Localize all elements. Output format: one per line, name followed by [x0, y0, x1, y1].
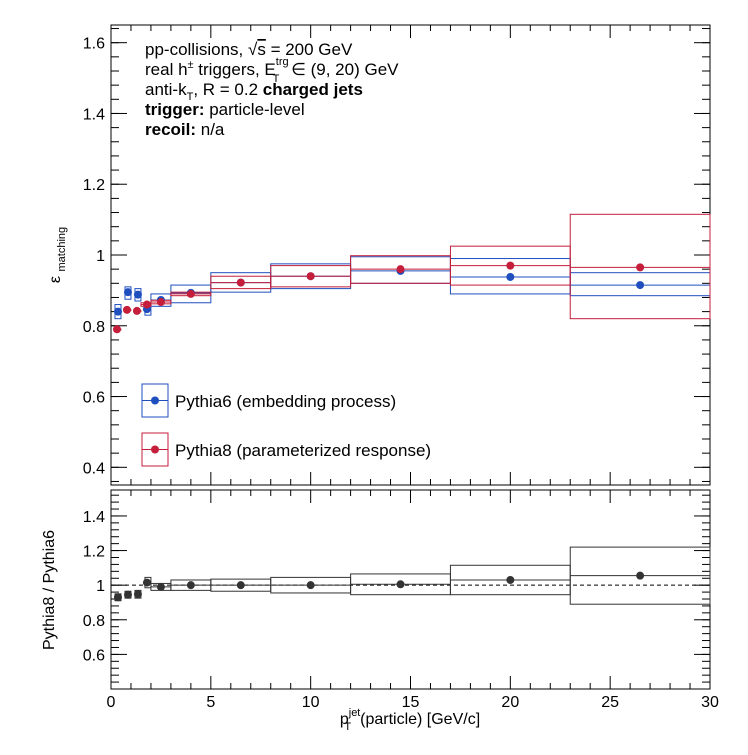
x-axis-label: pjet T (particle) [GeV/c] — [340, 707, 480, 733]
annotation-1-prefix: pp-collisions, — [145, 40, 248, 59]
top-y-tick-label: 1.6 — [83, 36, 105, 53]
annotation-2-middle: triggers, E — [194, 60, 276, 79]
x-label-rest: (particle) [GeV/c] — [360, 711, 480, 728]
bottom-uncertainty-boxes — [114, 546, 711, 605]
annotation-2-sup2: trg — [276, 56, 289, 68]
x-tick-label: 15 — [402, 694, 420, 711]
top-y-tick-label: 0.6 — [83, 390, 105, 407]
annotation-3-sub: T — [187, 91, 194, 103]
annotation-2-suffix: ∈ (9, 20) GeV — [286, 60, 399, 79]
top-series-1-point — [156, 298, 165, 307]
annotation-line-1: pp-collisions, √s = 200 GeV — [145, 40, 353, 59]
x-tick-label: 20 — [501, 694, 519, 711]
bottom-y-tick-label: 0.8 — [83, 613, 105, 630]
bottom-data-points — [113, 571, 645, 602]
annotation-2-sub: T — [273, 73, 280, 85]
bottom-series-0-point — [236, 581, 245, 590]
legend-pythia8-marker — [151, 445, 159, 454]
top-series-0-point — [133, 290, 142, 299]
top-series-1-point — [132, 306, 141, 315]
annotation-3-bold: charged jets — [263, 80, 363, 99]
top-series-1-point — [236, 278, 245, 287]
y-axis-label-sub: matching — [56, 227, 68, 272]
top-x-axis — [110, 25, 711, 485]
legend-pythia6-label: Pythia6 (embedding process) — [175, 392, 396, 411]
top-series-1-point — [396, 265, 405, 274]
top-series-1-point — [506, 261, 515, 270]
top-series-1-point — [186, 289, 195, 298]
annotation-line-2: real h± triggers, Etrg T ∈ (9, 20) GeV — [145, 56, 399, 85]
bottom-y-tick-label: 1.2 — [83, 544, 105, 561]
bottom-series-0-point — [133, 590, 142, 599]
annotation-4-rest: particle-level — [205, 100, 305, 119]
top-series-0-point — [123, 288, 132, 297]
legend: Pythia6 (embedding process) Pythia8 (par… — [141, 383, 431, 467]
annotation-block: pp-collisions, √s = 200 GeV real h± trig… — [145, 40, 399, 139]
bottom-x-axis: 0 5 10 15 20 25 30 — [107, 490, 719, 711]
legend-entry-pythia6: Pythia6 (embedding process) — [141, 383, 396, 418]
top-y-tick-label: 0.4 — [83, 460, 105, 477]
x-label-p: p — [340, 711, 349, 728]
top-y-tick-label: 1.4 — [83, 106, 105, 123]
top-y-axis: 0.4 0.6 0.8 1 1.2 1.4 1.6 — [83, 28, 710, 482]
top-series-0-point — [636, 281, 645, 290]
top-y-tick-label: 1.2 — [83, 177, 105, 194]
bottom-y-tick-label: 1.4 — [83, 509, 105, 526]
annotation-2-sup: ± — [188, 59, 194, 71]
bottom-series-0-point — [142, 578, 151, 587]
top-y-axis-label: ε matching — [47, 227, 68, 283]
top-series-1-point — [122, 305, 131, 314]
top-panel: 0.4 0.6 0.8 1 1.2 1.4 1.6 ε matching pp-collis… — [47, 24, 711, 486]
bottom-plot-frame — [110, 489, 711, 690]
bottom-y-tick-label: 1 — [96, 578, 105, 595]
bottom-series-0-point — [113, 593, 122, 602]
top-data-points — [112, 261, 645, 334]
top-series-1-point — [142, 300, 151, 309]
y-axis-label-main: ε — [47, 276, 64, 283]
legend-pythia8-label: Pythia8 (parameterized response) — [175, 441, 431, 460]
top-y-tick-label: 1 — [96, 248, 105, 265]
legend-pythia6-marker — [151, 396, 159, 405]
annotation-1-root: s — [257, 40, 266, 59]
annotation-5-rest: n/a — [196, 120, 225, 139]
top-series-1-uncertainty-box — [569, 213, 711, 320]
top-series-1-point — [112, 325, 121, 334]
x-tick-label: 30 — [701, 694, 719, 711]
top-y-tick-label: 0.8 — [83, 319, 105, 336]
bottom-series-0-point — [506, 575, 515, 584]
x-tick-label: 0 — [107, 694, 116, 711]
legend-entry-pythia8: Pythia8 (parameterized response) — [141, 432, 431, 467]
bottom-y-axis-label: Pythia8 / Pythia6 — [41, 530, 58, 650]
sqrt-sign: √ — [248, 40, 258, 59]
x-tick-label: 25 — [601, 694, 619, 711]
top-series-0-point — [506, 272, 515, 281]
top-series-0-point — [113, 307, 122, 316]
x-tick-label: 10 — [302, 694, 320, 711]
bottom-series-0-point — [306, 581, 315, 590]
annotation-4-bold: trigger: — [145, 100, 205, 119]
annotation-5-bold: recoil: — [145, 120, 196, 139]
annotation-1-suffix: = 200 GeV — [266, 40, 353, 59]
x-label-sup: jet — [348, 707, 361, 719]
annotation-3-middle: , R = 0.2 — [193, 80, 262, 99]
bottom-series-0-point — [396, 580, 405, 589]
bottom-series-0-point — [123, 590, 132, 599]
bottom-series-0-point — [156, 582, 165, 591]
top-series-1-point — [636, 263, 645, 272]
bottom-y-axis: 0.6 0.8 1 1.2 1.4 — [83, 494, 710, 690]
bottom-panel: 0.6 0.8 1 1.2 1.4 0 5 10 15 20 25 30 Pythia8 / Pyt… — [41, 489, 719, 733]
x-tick-label: 5 — [206, 694, 215, 711]
annotation-3-prefix: anti-k — [145, 80, 187, 99]
x-label-sub: T — [344, 721, 351, 733]
annotation-line-4: trigger: particle-level — [145, 100, 305, 119]
top-uncertainty-boxes — [114, 213, 711, 331]
bottom-y-tick-label: 0.6 — [83, 647, 105, 664]
top-series-1-point — [306, 272, 315, 281]
annotation-line-5: recoil: n/a — [145, 120, 225, 139]
bottom-series-0-point — [186, 581, 195, 590]
bottom-series-0-point — [636, 571, 645, 580]
annotation-2-prefix: real h — [145, 60, 188, 79]
annotation-line-3: anti-kT, R = 0.2 charged jets — [145, 80, 363, 103]
